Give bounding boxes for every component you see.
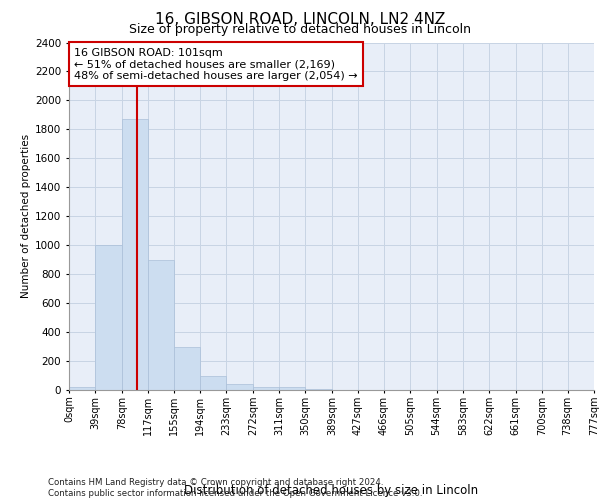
Text: 16 GIBSON ROAD: 101sqm
← 51% of detached houses are smaller (2,169)
48% of semi-: 16 GIBSON ROAD: 101sqm ← 51% of detached…	[74, 48, 358, 81]
Text: Contains HM Land Registry data © Crown copyright and database right 2024.
Contai: Contains HM Land Registry data © Crown c…	[48, 478, 422, 498]
Bar	[69, 387, 95, 390]
Bar	[122, 119, 148, 390]
Bar	[95, 245, 122, 390]
Bar	[226, 384, 253, 390]
Bar	[279, 388, 305, 390]
Bar	[253, 387, 279, 390]
Bar	[200, 376, 226, 390]
X-axis label: Distribution of detached houses by size in Lincoln: Distribution of detached houses by size …	[184, 484, 479, 496]
Y-axis label: Number of detached properties: Number of detached properties	[21, 134, 31, 298]
Text: Size of property relative to detached houses in Lincoln: Size of property relative to detached ho…	[129, 24, 471, 36]
Bar	[148, 260, 175, 390]
Text: 16, GIBSON ROAD, LINCOLN, LN2 4NZ: 16, GIBSON ROAD, LINCOLN, LN2 4NZ	[155, 12, 445, 28]
Bar	[174, 346, 200, 390]
